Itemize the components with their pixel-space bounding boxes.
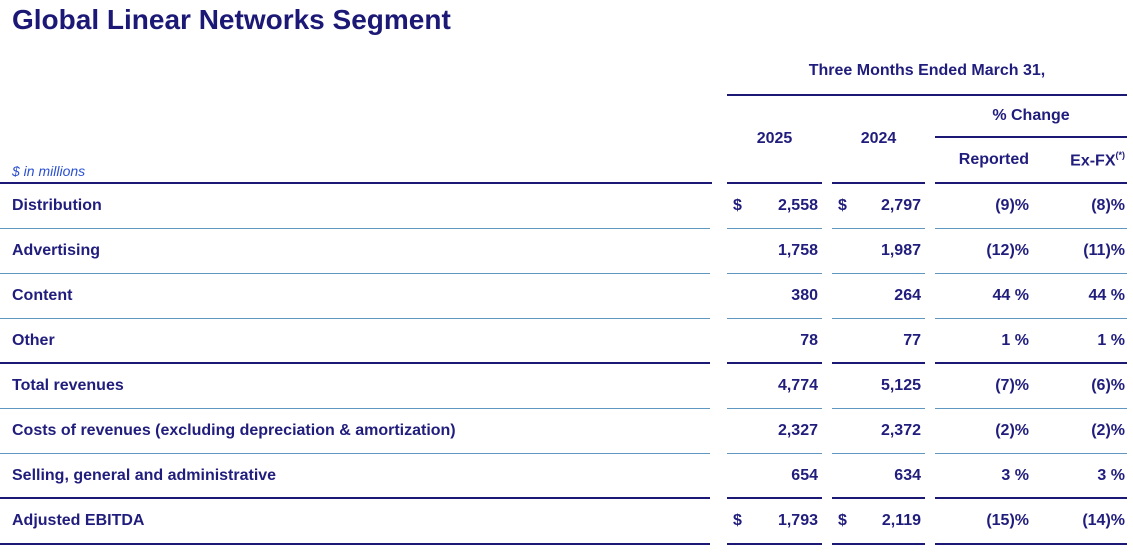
cell-pct-change: (7)% (6)% — [935, 364, 1127, 409]
cell-pct-change: 3 % 3 % — [935, 454, 1127, 499]
exfx-footnote-marker: (*) — [1115, 150, 1126, 160]
column-header-2024: 2024 — [860, 130, 897, 147]
cell-2024: 5,125 — [832, 364, 925, 409]
header-rule-2025 — [727, 182, 822, 184]
exfx-label: Ex-FX — [1070, 152, 1116, 170]
dollar-sign: $ — [733, 197, 742, 214]
value-2025: 1,758 — [777, 242, 818, 259]
value-2025: 2,558 — [777, 197, 818, 214]
cell-2025: 4,774 — [727, 364, 822, 409]
pct-reported: (12)% — [986, 242, 1029, 259]
column-header-exfx: Ex-FX(*) — [1032, 150, 1127, 170]
table-row-adjusted-ebitda: Adjusted EBITDA $1,793 $2,119 (15)% (14)% — [0, 499, 1127, 545]
cell-pct-change: (15)% (14)% — [935, 499, 1127, 545]
pct-exfx: 3 % — [1097, 466, 1125, 484]
pct-exfx: (14)% — [1082, 512, 1125, 529]
cell-pct-change: (12)% (11)% — [935, 229, 1127, 274]
page-title: Global Linear Networks Segment — [12, 4, 451, 35]
value-2024: 2,119 — [881, 512, 921, 529]
pct-reported: (7)% — [995, 377, 1029, 394]
row-label: Other — [0, 319, 710, 364]
value-2024: 5,125 — [880, 377, 921, 394]
pct-exfx: 1 % — [1097, 331, 1125, 349]
dollar-sign: $ — [838, 512, 847, 529]
cell-2024: 77 — [832, 319, 925, 364]
pct-reported: (2)% — [995, 422, 1029, 439]
value-2024: 264 — [894, 287, 921, 304]
row-label: Adjusted EBITDA — [0, 499, 710, 545]
value-2025: 380 — [791, 287, 818, 304]
value-2025: 2,327 — [777, 422, 818, 439]
cell-pct-change: 44 % 44 % — [935, 274, 1127, 319]
table-row-other: Other 78 77 1 % 1 % — [0, 319, 1127, 364]
pct-exfx: (11)% — [1083, 242, 1125, 259]
period-header: Three Months Ended March 31, — [808, 62, 1046, 79]
cell-2024: 2,372 — [832, 409, 925, 454]
pct-reported: (15)% — [986, 512, 1029, 529]
pct-exfx: (2)% — [1091, 422, 1125, 439]
cell-2025: 1,758 — [727, 229, 822, 274]
dollar-sign: $ — [733, 512, 742, 529]
pct-reported: (9)% — [995, 197, 1029, 214]
value-2024: 1,987 — [880, 242, 921, 259]
value-2025: 654 — [791, 466, 818, 484]
cell-2024: 264 — [832, 274, 925, 319]
row-label: Advertising — [0, 229, 710, 274]
column-header-reported: Reported — [958, 151, 1029, 168]
value-2025: 78 — [800, 331, 818, 349]
column-header-2025: 2025 — [756, 130, 793, 147]
header-rule-2024 — [832, 182, 925, 184]
cell-pct-change: 1 % 1 % — [935, 319, 1127, 364]
row-label: Distribution — [0, 184, 710, 229]
row-label: Costs of revenues (excluding depreciatio… — [0, 409, 710, 454]
cell-pct-change: (9)% (8)% — [935, 184, 1127, 229]
table-row-distribution: Distribution $2,558 $2,797 (9)% (8)% — [0, 184, 1127, 229]
cell-2024: $2,797 — [832, 184, 925, 229]
cell-2025: 2,327 — [727, 409, 822, 454]
value-2024: 2,797 — [880, 197, 921, 214]
row-label: Selling, general and administrative — [0, 454, 710, 499]
pct-exfx: (8)% — [1091, 197, 1125, 214]
table-row-costs-of-revenues: Costs of revenues (excluding depreciatio… — [0, 409, 1127, 454]
value-2024: 77 — [903, 331, 921, 349]
table-row-sga: Selling, general and administrative 654 … — [0, 454, 1127, 499]
cell-2025: 654 — [727, 454, 822, 499]
cell-2025: 78 — [727, 319, 822, 364]
header-rule-label — [0, 182, 712, 184]
table-row-content: Content 380 264 44 % 44 % — [0, 274, 1127, 319]
period-underline — [727, 94, 1127, 96]
value-2024: 634 — [894, 466, 921, 484]
dollar-sign: $ — [838, 197, 847, 214]
cell-2024: $2,119 — [832, 499, 925, 545]
pct-exfx: 44 % — [1088, 287, 1125, 304]
value-2025: 4,774 — [777, 377, 818, 394]
units-note: $ in millions — [12, 163, 86, 179]
header-rule-change — [935, 182, 1127, 184]
cell-2025: $1,793 — [727, 499, 822, 545]
pct-reported: 3 % — [1001, 466, 1029, 484]
row-label: Total revenues — [0, 364, 710, 409]
financial-table: Distribution $2,558 $2,797 (9)% (8)% Adve… — [0, 184, 1127, 545]
row-label: Content — [0, 274, 710, 319]
value-2024: 2,372 — [880, 422, 921, 439]
cell-2025: 380 — [727, 274, 822, 319]
table-row-total-revenues: Total revenues 4,774 5,125 (7)% (6)% — [0, 364, 1127, 409]
value-2025: 1,793 — [777, 512, 818, 529]
cell-2025: $2,558 — [727, 184, 822, 229]
cell-pct-change: (2)% (2)% — [935, 409, 1127, 454]
cell-2024: 634 — [832, 454, 925, 499]
pct-change-underline — [935, 136, 1127, 138]
pct-reported: 44 % — [992, 287, 1029, 304]
pct-exfx: (6)% — [1091, 377, 1125, 394]
pct-change-header: % Change — [992, 107, 1070, 124]
pct-reported: 1 % — [1001, 331, 1029, 349]
table-row-advertising: Advertising 1,758 1,987 (12)% (11)% — [0, 229, 1127, 274]
cell-2024: 1,987 — [832, 229, 925, 274]
